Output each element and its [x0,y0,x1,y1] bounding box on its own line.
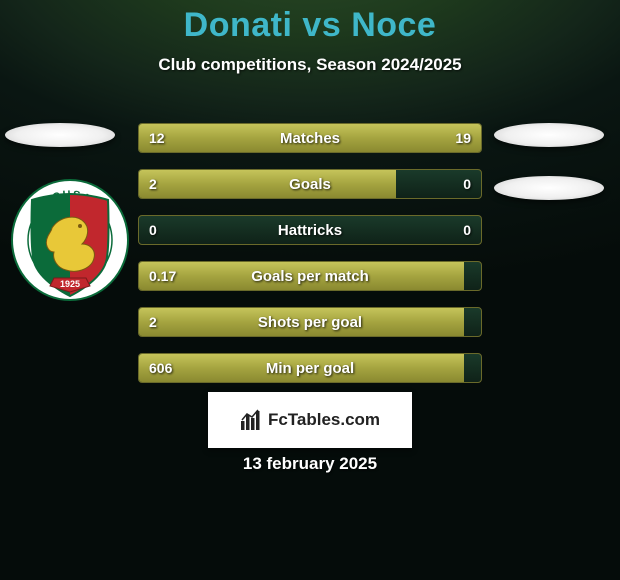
player2-club-placeholder [494,176,604,200]
stat-row: 0.17Goals per match [138,261,482,291]
player1-photo-placeholder [5,123,115,147]
date-text: 13 february 2025 [0,454,620,474]
stat-row: 00Hattricks [138,215,482,245]
stat-row: 20Goals [138,169,482,199]
stat-row: 2Shots per goal [138,307,482,337]
stat-label: Matches [139,124,481,152]
stat-row: 606Min per goal [138,353,482,383]
stat-label: Shots per goal [139,308,481,336]
brand-bars-icon [240,409,262,431]
stat-label: Hattricks [139,216,481,244]
stat-label: Goals per match [139,262,481,290]
subtitle: Club competitions, Season 2024/2025 [0,55,620,75]
page-title: Donati vs Noce [0,0,620,45]
crest-year: 1925 [60,279,80,289]
stat-row: 1219Matches [138,123,482,153]
brand-box: FcTables.com [208,392,412,448]
player2-photo-placeholder [494,123,604,147]
stat-label: Goals [139,170,481,198]
player1-club-crest: UNICUSANO TERNANA 1925 [10,178,130,303]
stat-label: Min per goal [139,354,481,382]
brand-text: FcTables.com [268,410,380,430]
title-vs: vs [302,6,341,44]
title-player2: Noce [351,6,436,44]
stats-panel: 1219Matches 20Goals 00Hattricks 0.17Goals p… [138,123,482,399]
title-player1: Donati [184,6,293,44]
